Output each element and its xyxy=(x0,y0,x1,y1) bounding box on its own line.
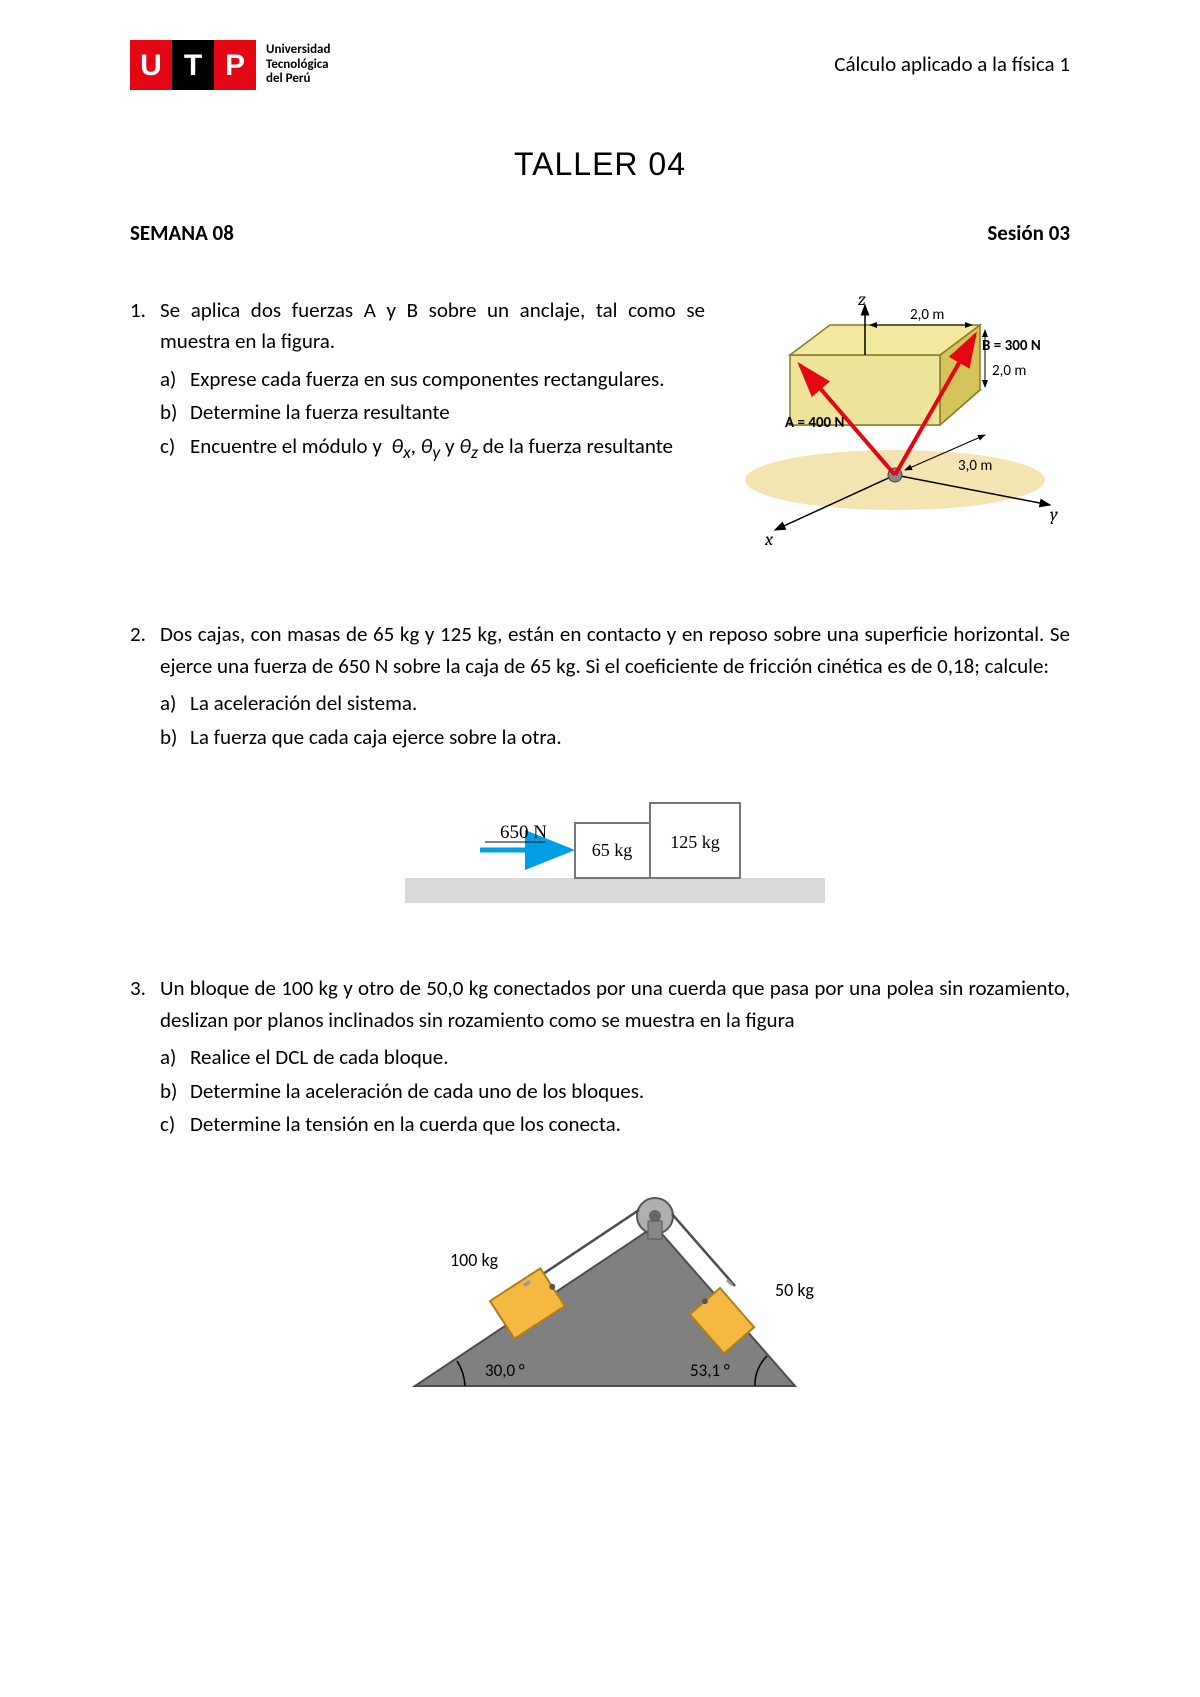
svg-text:x: x xyxy=(764,529,774,550)
p3-a-text: Realice el DCL de cada bloque. xyxy=(190,1042,1070,1074)
logo-text-line1: Universidad xyxy=(266,43,330,58)
problem-3: 3. Un bloque de 100 kg y otro de 50,0 kg… xyxy=(130,973,1070,1406)
p2-a-letter: a) xyxy=(160,688,190,720)
logo: U T P Universidad Tecnológica del Perú xyxy=(130,40,330,90)
p3-angle-left: 30,0 ° xyxy=(485,1360,525,1381)
svg-text:y: y xyxy=(1050,504,1058,525)
p1-force-b: B = 300 N xyxy=(982,337,1041,355)
problem-2: 2. Dos cajas, con masas de 65 kg y 125 k… xyxy=(130,619,1070,918)
p3-a-letter: a) xyxy=(160,1042,190,1074)
p1-dim-bottom: 3,0 m xyxy=(958,457,992,475)
p3-mass-left: 100 kg xyxy=(450,1249,499,1271)
p1-dim-right: 2,0 m xyxy=(992,362,1026,380)
problem-2-statement: Dos cajas, con masas de 65 kg y 125 kg, … xyxy=(160,619,1070,682)
logo-text-line3: del Perú xyxy=(266,72,330,87)
problem-2-figure: 65 kg 125 kg 650 N xyxy=(405,778,825,918)
logo-letter-t: T xyxy=(172,40,214,90)
subheader: SEMANA 08 Sesión 03 xyxy=(130,218,1070,250)
p2-mass2: 125 kg xyxy=(670,832,720,852)
p1-dim-top: 2,0 m xyxy=(910,306,944,324)
logo-letter-u: U xyxy=(130,40,172,90)
p1-b-letter: b) xyxy=(160,397,190,429)
logo-text-line2: Tecnológica xyxy=(266,58,330,73)
problem-3-statement: Un bloque de 100 kg y otro de 50,0 kg co… xyxy=(160,973,1070,1036)
p1-c-letter: c) xyxy=(160,431,190,465)
p3-b-text: Determine la aceleración de cada uno de … xyxy=(190,1076,1070,1108)
page-header: U T P Universidad Tecnológica del Perú C… xyxy=(130,40,1070,90)
problem-1-number: 1. xyxy=(130,295,160,565)
course-name: Cálculo aplicado a la física 1 xyxy=(834,49,1070,81)
p1-b-text: Determine la fuerza resultante xyxy=(190,397,705,429)
problem-1-figure: x y z 2, xyxy=(730,295,1070,555)
p3-mass-right: 50 kg xyxy=(775,1279,814,1301)
p3-c-letter: c) xyxy=(160,1109,190,1141)
problem-1: 1. Se aplica dos fuerzas A y B sobre un … xyxy=(130,295,1070,565)
p2-mass1: 65 kg xyxy=(592,840,633,860)
p3-c-text: Determine la tensión en la cuerda que lo… xyxy=(190,1109,1070,1141)
problem-1-statement: Se aplica dos fuerzas A y B sobre un anc… xyxy=(160,295,705,358)
p3-b-letter: b) xyxy=(160,1076,190,1108)
problem-3-number: 3. xyxy=(130,973,160,1406)
p3-angle-right: 53,1 ° xyxy=(690,1360,730,1381)
p2-force: 650 N xyxy=(500,822,547,843)
p1-a-letter: a) xyxy=(160,364,190,396)
p1-force-a: A = 400 N xyxy=(785,414,844,432)
session-label: Sesión 03 xyxy=(987,218,1070,250)
svg-text:z: z xyxy=(858,295,866,310)
page-title: TALLER 04 xyxy=(130,140,1070,188)
p1-c-text: Encuentre el módulo y θx, θy y θz de la … xyxy=(190,431,705,465)
p2-b-letter: b) xyxy=(160,722,190,754)
problem-3-figure: 30,0 ° 53,1 ° 100 kg xyxy=(375,1166,855,1406)
logo-letter-p: P xyxy=(214,40,256,90)
logo-boxes: U T P xyxy=(130,40,256,90)
week-label: SEMANA 08 xyxy=(130,218,234,250)
logo-text: Universidad Tecnológica del Perú xyxy=(266,43,330,88)
p1-a-text: Exprese cada fuerza en sus componentes r… xyxy=(190,364,705,396)
p2-b-text: La fuerza que cada caja ejerce sobre la … xyxy=(190,722,1070,754)
p2-a-text: La aceleración del sistema. xyxy=(190,688,1070,720)
problem-2-number: 2. xyxy=(130,619,160,918)
